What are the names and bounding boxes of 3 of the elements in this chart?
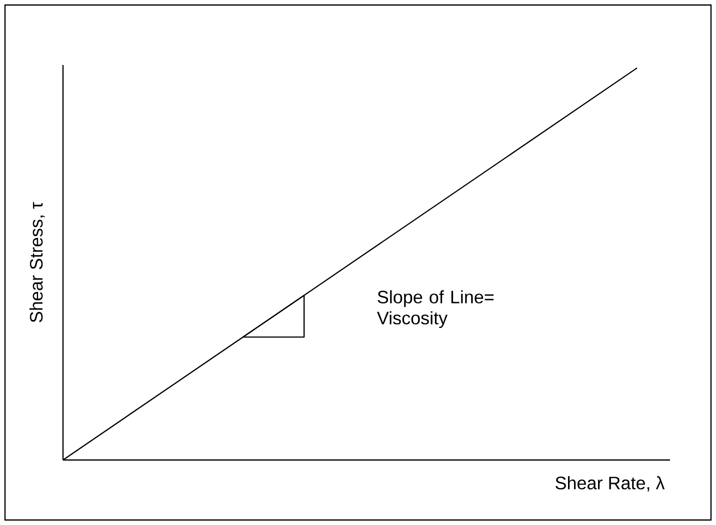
annotation: Slope of Line= Viscosity [376, 290, 494, 328]
x-axis-title: Shear Rate, λ [556, 476, 665, 492]
y-axis-title: Shear Stress, τ [29, 202, 45, 322]
